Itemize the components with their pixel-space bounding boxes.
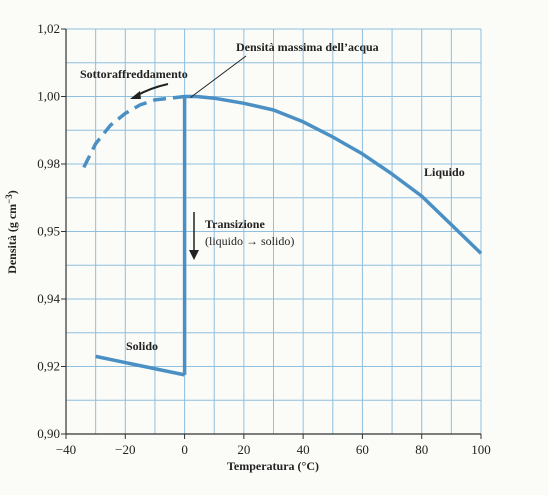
x-tick-labels: −40 −20 0 20 40 60 80 100 [56, 434, 491, 457]
x-tick-label: 80 [415, 442, 428, 457]
data-series [82, 94, 483, 377]
series-sottoraffreddamento-line [82, 94, 185, 169]
transition-arrowhead [189, 250, 199, 260]
x-axis-label: Temperatura (°C) [227, 459, 319, 473]
y-tick-label: 1,02 [37, 21, 60, 36]
y-axis-label-superscript: −3 [4, 194, 14, 204]
series-liquido-line [184, 94, 483, 255]
grid-lines [65, 28, 482, 435]
y-tick-label: 0,92 [37, 359, 60, 374]
series-solido-line [95, 354, 185, 377]
y-tick-label: 0,98 [37, 156, 60, 171]
x-tick-label: −20 [115, 442, 135, 457]
x-tick-label: 100 [471, 442, 491, 457]
y-axis-label-end: ) [5, 190, 19, 194]
annotation-arrows [130, 55, 247, 260]
x-tick-label: 40 [297, 442, 310, 457]
annotation-liquid: Liquido [424, 165, 465, 179]
y-axis-label-main: Densità (g cm [5, 204, 19, 274]
max-density-leader-line [190, 55, 247, 98]
y-tick-labels: 0,90 0,92 0,94 0,95 0,98 1,00 1,02 [37, 21, 66, 441]
x-tick-label: 20 [237, 442, 250, 457]
annotation-max-density: Densità massima dell’acqua [236, 40, 379, 54]
annotation-solid: Solido [126, 339, 158, 353]
annotation-supercooling: Sottoraffreddamento [80, 67, 188, 81]
y-axis-label: Densità (g cm−3) [4, 190, 19, 274]
x-tick-label: 60 [356, 442, 369, 457]
annotation-transition-line2: (liquido → solido) [205, 234, 294, 248]
supercooling-arrowhead [130, 91, 141, 99]
y-tick-label: 1,00 [37, 89, 60, 104]
y-tick-label: 0,95 [37, 224, 60, 239]
x-tick-label: 0 [181, 442, 188, 457]
y-tick-label: 0,94 [37, 291, 60, 306]
annotation-transition-line1: Transizione [205, 217, 265, 231]
y-tick-label: 0,90 [37, 426, 60, 441]
x-tick-label: −40 [56, 442, 76, 457]
